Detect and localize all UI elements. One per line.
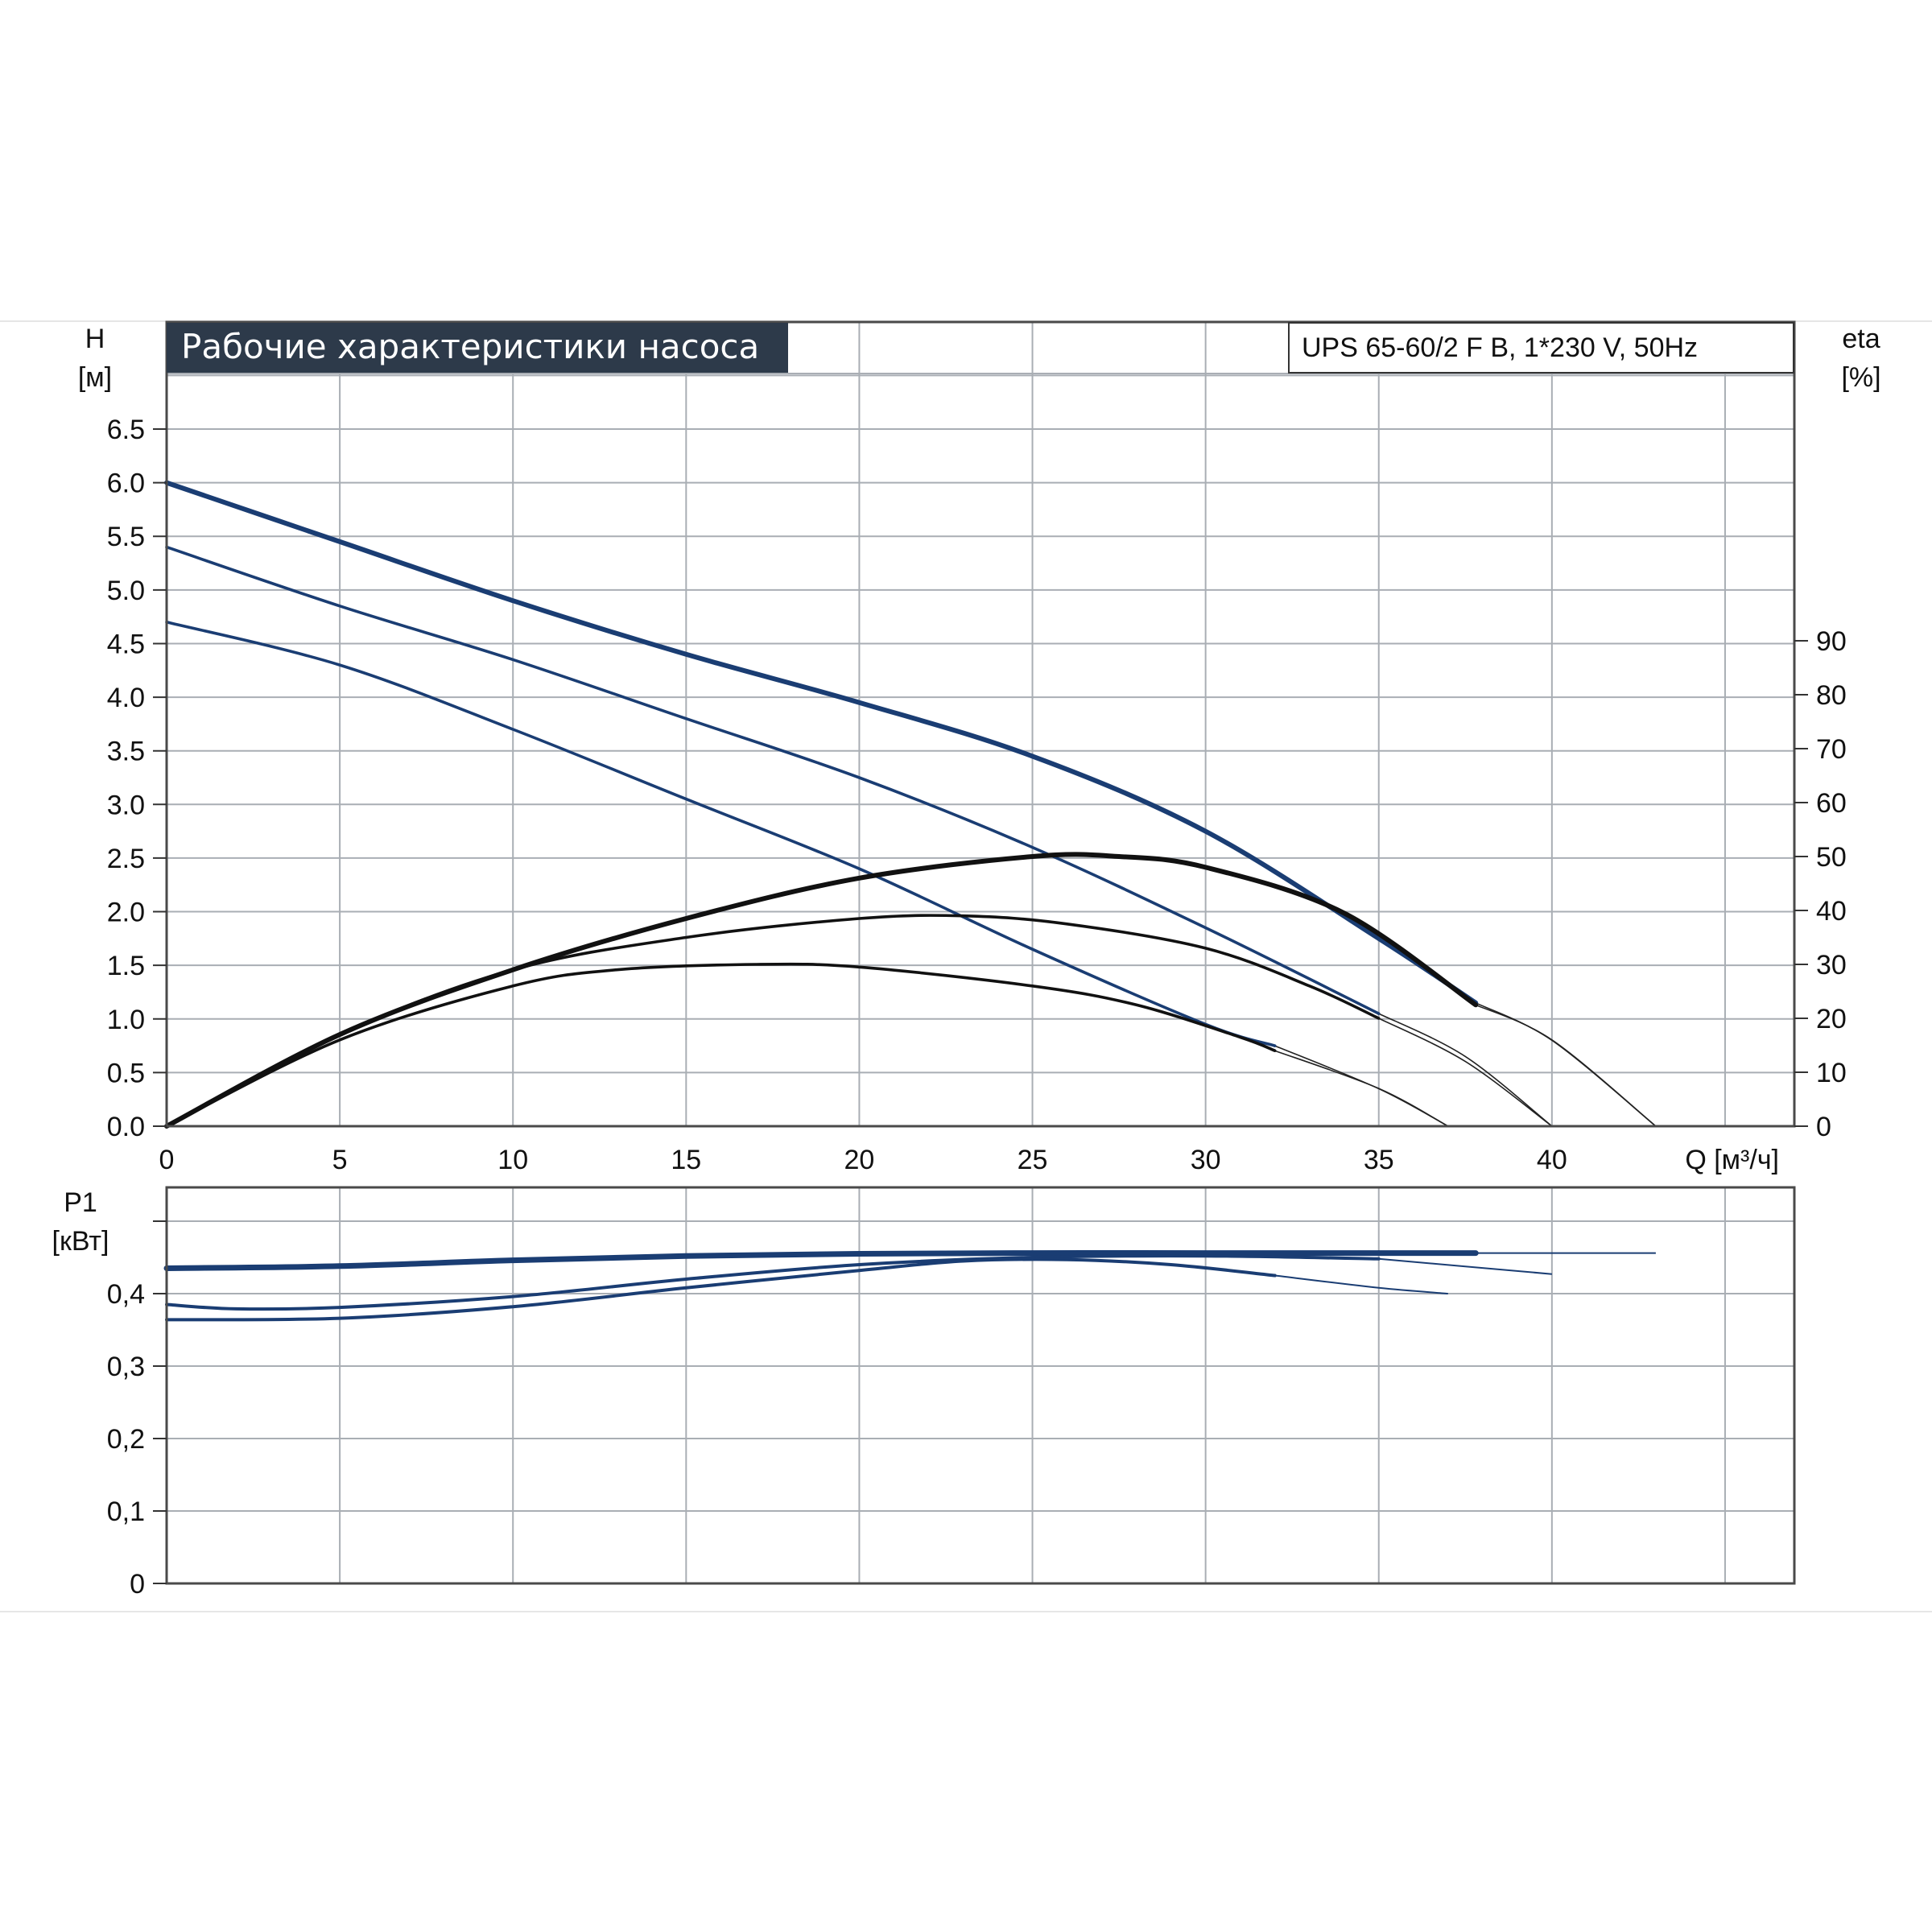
efficiency-axis-ticks: 0 10 20 30 40 50 60 70 80 90 [1794, 626, 1847, 1142]
head-curve-speed-2 [165, 545, 1381, 1015]
head-curve-speed-3 [165, 621, 1277, 1047]
efficiency-tick-label: 90 [1816, 626, 1847, 657]
head-tick-label: 0.0 [107, 1112, 145, 1142]
head-tick-label: 4.0 [107, 683, 145, 713]
head-tick-label: 5.0 [107, 576, 145, 606]
title-box [167, 323, 788, 373]
power-tick-label: 0 [130, 1569, 145, 1600]
power-tick-label: 0,3 [107, 1352, 145, 1382]
power-curve-extension [1274, 1274, 1448, 1294]
flow-tick-label: 10 [497, 1145, 528, 1175]
head-tick-label: 4.5 [107, 629, 145, 659]
head-axis-label: H [85, 324, 105, 354]
head-tick-label: 5.5 [107, 522, 145, 552]
efficiency-axis-unit: [%] [1841, 362, 1880, 393]
flow-tick-label: 35 [1364, 1145, 1394, 1175]
efficiency-tick-label: 40 [1816, 896, 1847, 927]
efficiency-curve-speed-3 [165, 962, 1277, 1128]
flow-tick-label: 40 [1537, 1145, 1567, 1175]
power-curve-extension [1378, 1257, 1552, 1275]
power-tick-label: 0,4 [107, 1279, 145, 1310]
efficiency-curve-extension [1274, 1050, 1449, 1127]
flow-tick-label: 15 [671, 1145, 701, 1175]
power-axis-ticks: 0 0,1 0,2 0,3 0,4 [107, 1220, 167, 1600]
head-tick-label: 2.0 [107, 898, 145, 928]
power-tick-label: 0,2 [107, 1424, 145, 1455]
flow-axis-ticks: 0 5 10 15 20 25 30 35 40 [159, 1145, 1567, 1175]
efficiency-curve-extension [1378, 1018, 1553, 1127]
head-curve-extension [1378, 1013, 1553, 1127]
model-label: UPS 65-60/2 F B, 1*230 V, 50Hz [1302, 332, 1698, 363]
efficiency-tick-label: 20 [1816, 1004, 1847, 1034]
head-tick-label: 3.0 [107, 790, 145, 820]
efficiency-tick-label: 80 [1816, 680, 1847, 711]
head-curve-speed-1 [164, 480, 1479, 1005]
power-chart-frame [165, 1186, 1796, 1585]
power-curve-speed-2 [165, 1254, 1381, 1311]
power-axis-unit: [кВт] [52, 1226, 109, 1257]
head-tick-label: 3.5 [107, 737, 145, 767]
flow-tick-label: 30 [1191, 1145, 1221, 1175]
flow-tick-label: 20 [844, 1145, 875, 1175]
model-label-box [1288, 322, 1794, 374]
head-tick-label: 0.5 [107, 1058, 145, 1088]
power-axis-label: P1 [64, 1187, 97, 1218]
head-axis-ticks: 0.0 0.5 1.0 1.5 2.0 2.5 3.0 3.5 4.0 4.5 5.0 5.5 6.0 6… [107, 415, 167, 1142]
head-chart-curves [164, 480, 1657, 1129]
power-tick-label: 0,1 [107, 1496, 145, 1527]
chart-title: Рабочие характеристики насоса [181, 327, 759, 366]
efficiency-tick-label: 10 [1816, 1058, 1847, 1088]
efficiency-tick-label: 50 [1816, 842, 1847, 873]
efficiency-curve-speed-1 [164, 852, 1479, 1129]
head-curve-extension [1274, 1045, 1449, 1127]
head-tick-label: 1.0 [107, 1005, 145, 1035]
efficiency-curve-speed-2 [165, 914, 1381, 1128]
efficiency-tick-label: 70 [1816, 734, 1847, 765]
head-chart-frame [165, 320, 1796, 1128]
head-tick-label: 6.5 [107, 415, 145, 445]
efficiency-axis-label: eta [1842, 324, 1880, 354]
flow-axis-label: Q [м³/ч] [1685, 1145, 1779, 1175]
head-tick-label: 6.0 [107, 469, 145, 499]
head-axis-unit: [м] [78, 362, 112, 393]
flow-tick-label: 5 [332, 1145, 348, 1175]
power-curve-speed-1 [163, 1250, 1479, 1271]
power-chart-grid [166, 1187, 1794, 1583]
head-tick-label: 2.5 [107, 844, 145, 874]
efficiency-tick-label: 30 [1816, 950, 1847, 980]
efficiency-curve-extension [1475, 1004, 1657, 1127]
flow-tick-label: 25 [1018, 1145, 1048, 1175]
flow-tick-label: 0 [159, 1145, 175, 1175]
efficiency-tick-label: 60 [1816, 788, 1847, 819]
power-curve-speed-3 [165, 1257, 1277, 1322]
efficiency-tick-label: 0 [1816, 1112, 1831, 1142]
head-curve-extension [1475, 1002, 1657, 1127]
power-chart-curves [163, 1250, 1656, 1322]
head-tick-label: 1.5 [107, 951, 145, 981]
